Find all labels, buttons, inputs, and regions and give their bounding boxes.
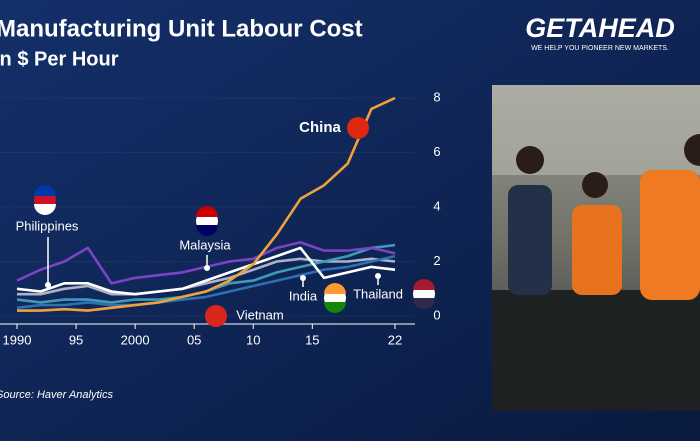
y-tick-label: 8	[433, 89, 440, 104]
photo-engine	[492, 290, 700, 411]
series-label: Philippines	[16, 218, 79, 233]
label-dot	[204, 265, 210, 271]
y-tick-label: 6	[433, 144, 440, 159]
x-tick-label: 1990	[3, 332, 32, 347]
photo-head	[684, 134, 700, 166]
flag	[347, 117, 369, 139]
chart-subtitle: In $ Per Hour	[0, 48, 119, 70]
photo-person	[640, 170, 700, 300]
chart-title: Manufacturing Unit Labour Cost	[0, 15, 363, 42]
series-label: Malaysia	[179, 237, 231, 252]
x-tick-label: 10	[246, 332, 260, 347]
flag	[205, 305, 227, 327]
flag	[324, 283, 346, 313]
x-tick-label: 15	[305, 332, 319, 347]
series-label: Thailand	[353, 286, 403, 301]
plot: 0 2 4 6 8 1990 95 2000 05 10 15 22 China Malaysia Phil…	[0, 89, 441, 347]
label-dot	[45, 282, 51, 288]
x-tick-label: 22	[388, 332, 402, 347]
flag-band	[324, 302, 346, 313]
x-tick-label: 2000	[121, 332, 150, 347]
label-dot	[300, 275, 306, 281]
series-label: Vietnam	[236, 307, 283, 322]
flag-band	[413, 298, 435, 309]
x-tick-label: 95	[69, 332, 83, 347]
y-tick-label: 2	[433, 253, 440, 268]
source: Source: Haver Analytics	[0, 389, 113, 401]
flag-band	[413, 279, 435, 290]
flag-band	[34, 204, 56, 215]
y-tick-label: 4	[433, 198, 440, 213]
series-line	[16, 254, 396, 310]
series-line	[17, 96, 396, 312]
series-line	[17, 257, 396, 296]
flag	[413, 279, 435, 309]
photo-head	[516, 146, 544, 174]
photo-head	[582, 172, 608, 198]
series-line	[16, 246, 396, 296]
y-tick-label: 0	[433, 307, 440, 322]
flag-band	[196, 206, 218, 217]
flag	[34, 185, 56, 215]
photo-person	[508, 185, 552, 295]
flag	[196, 206, 218, 236]
flag-disc	[205, 305, 227, 327]
flag-band	[196, 225, 218, 236]
photo-person	[572, 205, 622, 295]
x-tick-label: 05	[187, 332, 201, 347]
series-label: China	[299, 119, 341, 136]
photo	[492, 85, 700, 411]
brand-name: GETAHEAD	[525, 13, 675, 43]
brand-tagline: WE HELP YOU PIONEER NEW MARKETS.	[531, 45, 669, 52]
label-dot	[375, 273, 381, 279]
logo: GETAHEAD WE HELP YOU PIONEER NEW MARKETS…	[525, 13, 675, 52]
flag-band	[324, 283, 346, 294]
series-label: India	[289, 288, 318, 303]
flag-disc	[347, 117, 369, 139]
flag-band	[34, 185, 56, 196]
